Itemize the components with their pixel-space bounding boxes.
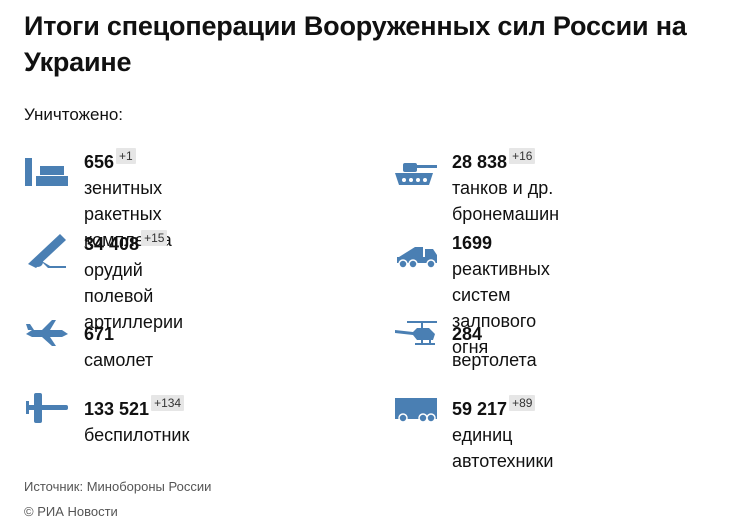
copyright-note: © РИА Новости: [24, 504, 118, 519]
stat-label: самолет: [84, 350, 154, 370]
source-note: Источник: Минобороны России: [24, 479, 212, 494]
airplane-icon: [24, 318, 70, 348]
stat-delta: +15: [141, 230, 168, 246]
truck-icon: [393, 396, 439, 424]
stat-label: залпового огня: [452, 311, 537, 357]
artillery-icon: [26, 230, 70, 270]
stat-delta: +1: [116, 148, 136, 164]
stat-label: танков и др.: [452, 178, 554, 198]
stat-number: 284: [452, 324, 483, 344]
stat-number: 133 521: [84, 399, 150, 419]
stat-number: 1699: [452, 233, 493, 253]
stat-number: 34 408: [84, 234, 140, 254]
helicopter-icon: [393, 320, 439, 346]
stat-label: зенитных ракетных: [84, 178, 163, 224]
stat-number: 656: [84, 152, 115, 172]
stat-label: артиллерии: [84, 312, 184, 332]
stat-delta: +134: [151, 395, 185, 411]
stat-delta: +89: [509, 395, 536, 411]
tank-icon: [393, 161, 439, 187]
destroyed-heading: Уничтожено:: [24, 105, 124, 124]
stat-label: беспилотник: [84, 425, 190, 445]
stat-label: вертолета: [452, 350, 537, 370]
stat-number: 28 838: [452, 152, 508, 172]
mlrs-icon: [393, 243, 439, 269]
stat-label: единиц автотехники: [452, 425, 554, 471]
drone-icon: [24, 391, 70, 425]
stat-number: 59 217: [452, 399, 508, 419]
stat-label: орудий полевой: [84, 260, 154, 306]
page-title: Итоги спецоперации Вооруженных сил Росси…: [24, 11, 687, 77]
stat-label: бронемашин: [452, 204, 560, 224]
stat-delta: +16: [509, 148, 536, 164]
stat-label: реактивных систем: [452, 259, 550, 305]
stat-number: 671: [84, 324, 115, 344]
air-defense-icon: [24, 158, 70, 188]
